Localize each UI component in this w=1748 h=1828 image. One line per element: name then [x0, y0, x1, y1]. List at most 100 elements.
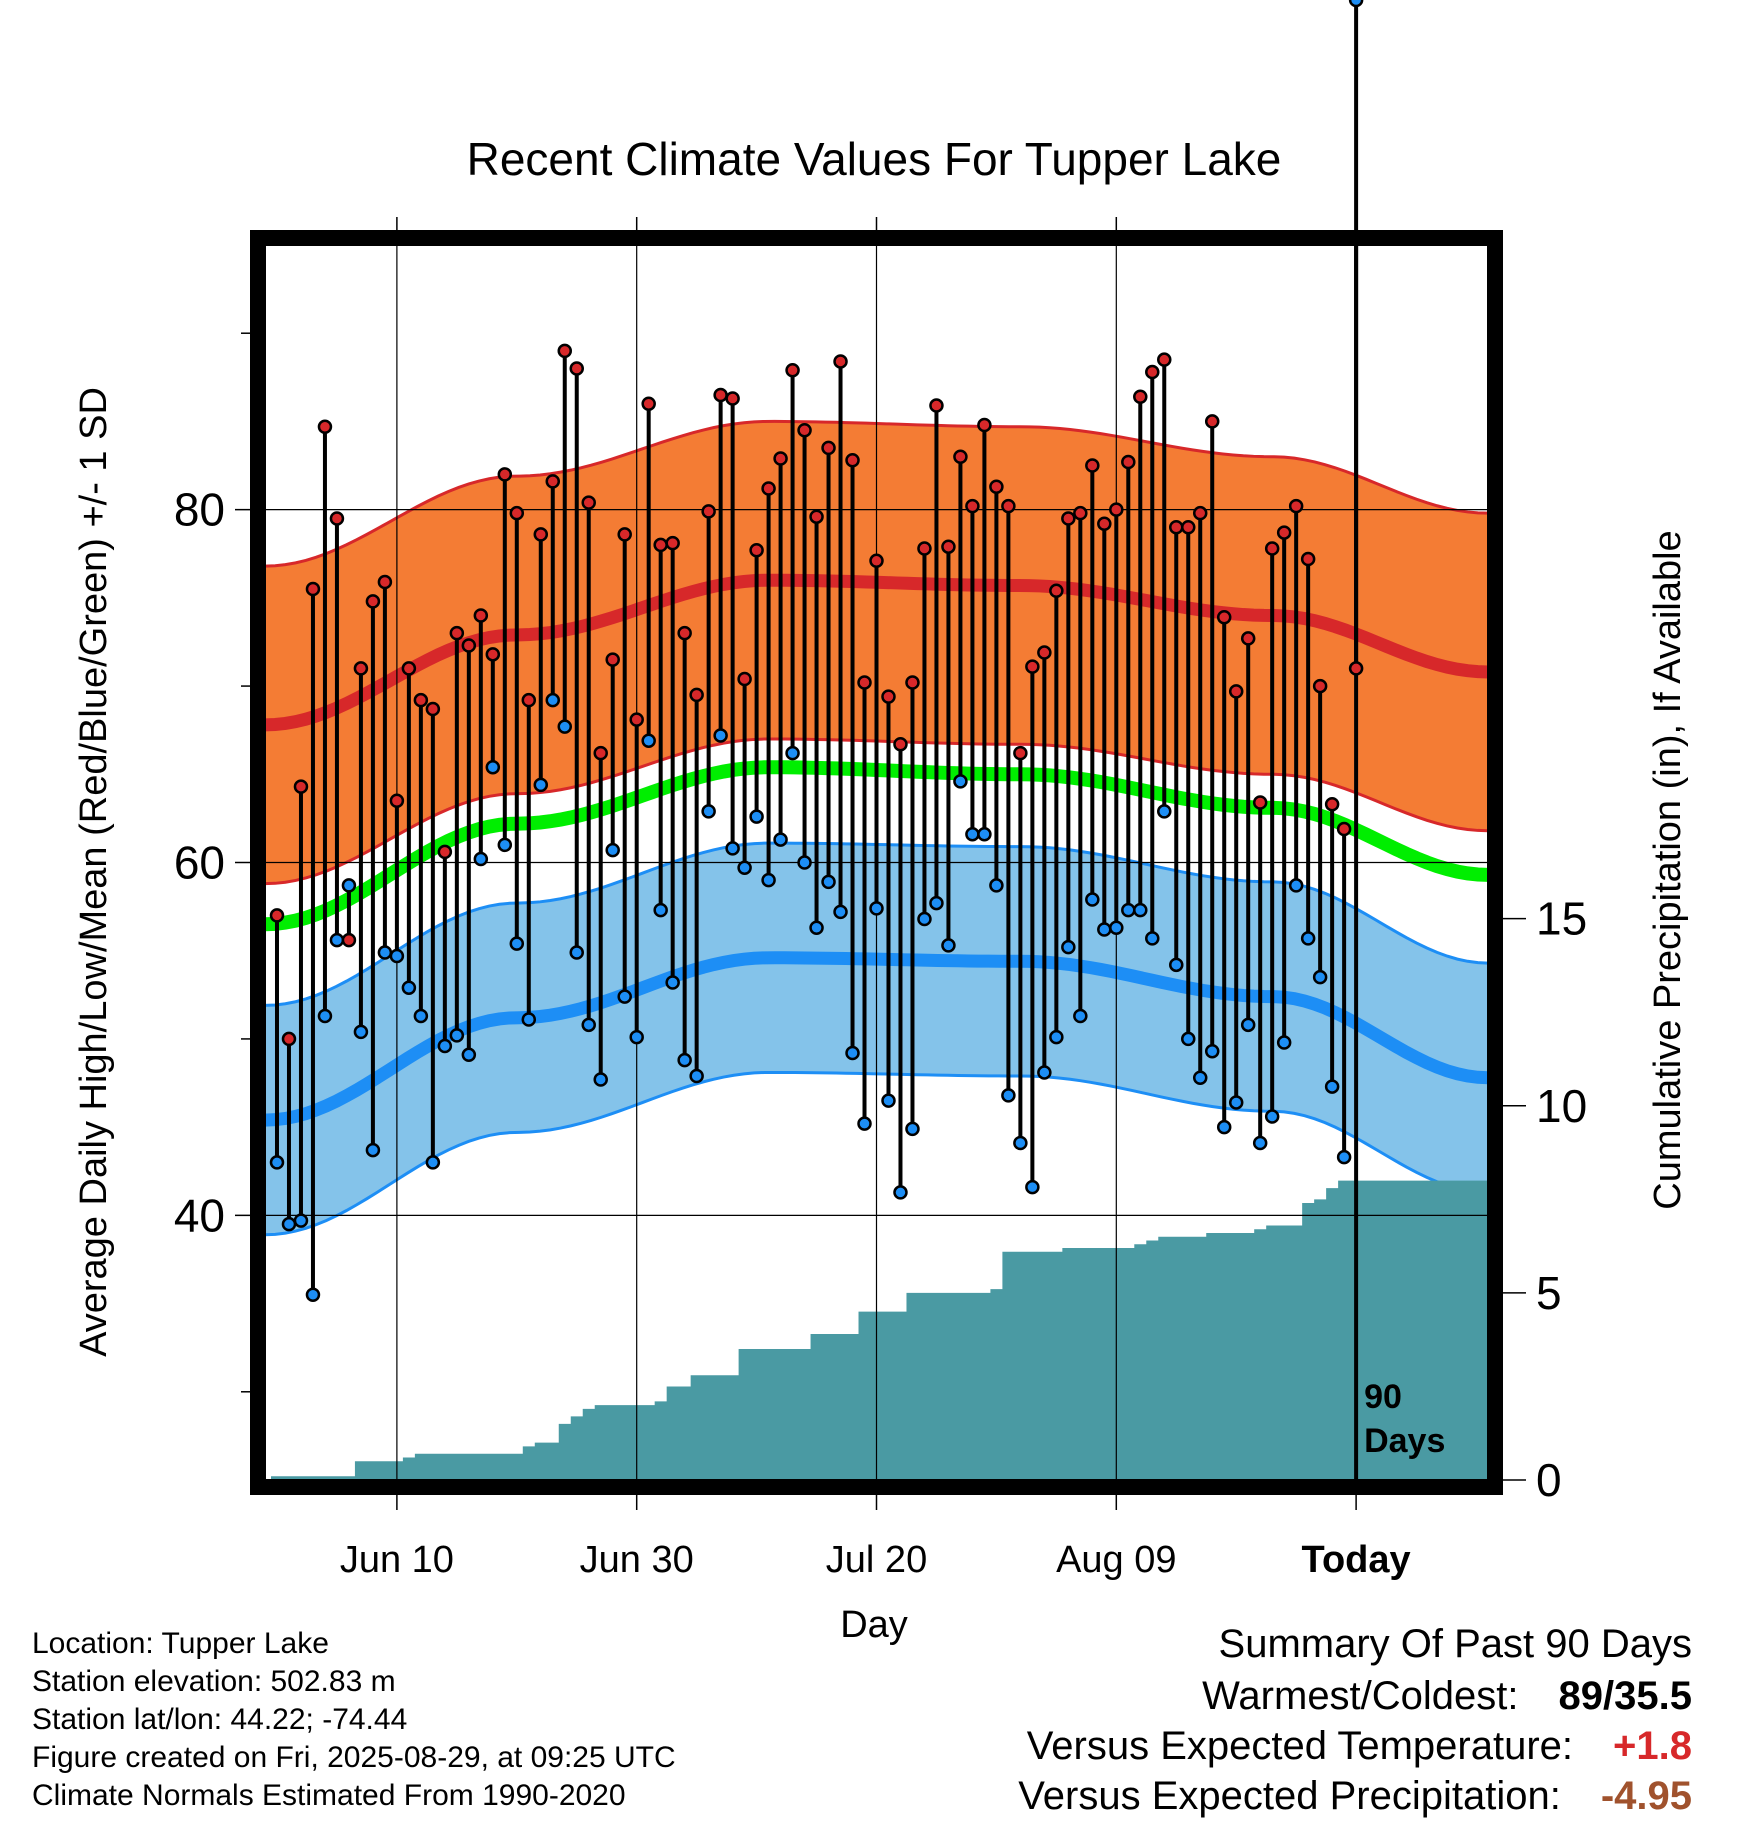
daily-high-point: [905, 675, 920, 690]
daily-low-point: [437, 1038, 453, 1054]
daily-low-point: [1240, 1017, 1256, 1033]
daily-low-point: [1109, 920, 1124, 936]
daily-low-point: [1228, 1095, 1244, 1110]
x-tick-label: Jul 20: [826, 1539, 927, 1581]
daily-high-point: [845, 452, 860, 468]
daily-high-point: [809, 509, 824, 524]
daily-high-point: [1001, 498, 1016, 514]
daily-high-point: [737, 671, 752, 687]
x-tick-label: Aug 09: [1056, 1539, 1176, 1581]
daily-high-point: [701, 504, 716, 519]
daily-high-point: [341, 932, 357, 948]
daily-high-point: [965, 498, 980, 514]
daily-high-point: [389, 793, 405, 808]
daily-low-point: [725, 841, 740, 856]
daily-high-point: [617, 527, 632, 542]
daily-high-point: [437, 844, 453, 860]
daily-high-point: [1109, 502, 1124, 517]
daily-low-point: [1097, 922, 1112, 937]
daily-high-point: [1169, 520, 1184, 535]
daily-high-point: [305, 581, 321, 597]
daily-low-point: [845, 1045, 860, 1061]
y-axis-right-label: Cumulative Precipitation (in), If Availa…: [1647, 530, 1689, 1209]
y-axis-left-label: Average Daily High/Low/Mean (Red/Blue/Gr…: [73, 387, 115, 1357]
daily-high-point: [581, 495, 596, 510]
daily-low-point: [557, 719, 573, 734]
x-tick-label: Jun 10: [340, 1539, 454, 1581]
daily-high-point: [509, 505, 525, 521]
precip-value: -4.95: [1600, 1774, 1692, 1818]
daily-high-point: [917, 541, 932, 556]
info-normals: Climate Normals Estimated From 1990-2020: [32, 1779, 626, 1812]
today-label-unit: Days: [1364, 1422, 1445, 1460]
daily-low-point: [521, 1012, 537, 1027]
daily-high-point: [401, 661, 417, 676]
precip-label: Versus Expected Precipitation:: [1018, 1774, 1561, 1818]
daily-high-point: [1073, 505, 1088, 521]
daily-high-point: [569, 361, 584, 376]
y-right-tick-label: 10: [1536, 1080, 1587, 1132]
daily-low-point: [1073, 1008, 1088, 1024]
daily-low-point: [1001, 1088, 1016, 1103]
daily-high-point: [725, 391, 740, 406]
daily-high-point: [881, 689, 896, 704]
daily-low-point: [905, 1121, 920, 1137]
daily-low-point: [989, 878, 1004, 893]
daily-low-point: [1157, 804, 1172, 819]
daily-high-point: [629, 712, 644, 727]
temp-value: +1.8: [1613, 1724, 1692, 1768]
daily-low-point: [773, 832, 788, 847]
daily-high-point: [677, 625, 692, 641]
daily-low-point: [473, 851, 489, 867]
daily-high-point: [485, 647, 501, 662]
daily-low-point: [1037, 1065, 1052, 1080]
daily-low-point: [461, 1047, 477, 1063]
daily-high-point: [1252, 795, 1268, 810]
daily-low-point: [701, 804, 716, 819]
daily-high-point: [773, 451, 788, 466]
daily-high-point: [545, 474, 561, 489]
y-left-tick-label: 60: [174, 837, 225, 889]
daily-low-point: [329, 932, 345, 948]
daily-low-point: [1324, 1079, 1340, 1094]
daily-high-point: [533, 527, 549, 542]
daily-high-point: [1037, 645, 1052, 660]
y-right-tick-label: 15: [1536, 893, 1587, 945]
daily-high-point: [1336, 821, 1352, 837]
daily-low-point: [581, 1017, 596, 1033]
chart-title: Recent Climate Values For Tupper Lake: [467, 133, 1282, 185]
daily-high-point: [1348, 661, 1364, 676]
daily-high-point: [293, 779, 309, 794]
daily-high-point: [353, 661, 369, 676]
daily-high-point: [1276, 525, 1292, 540]
daily-high-point: [857, 675, 872, 690]
daily-low-point: [353, 1024, 369, 1040]
info-latlon: Station lat/lon: 44.22; -74.44: [32, 1703, 408, 1736]
daily-low-point: [1264, 1109, 1280, 1124]
daily-low-point: [1061, 939, 1076, 955]
daily-low-point: [497, 837, 513, 853]
daily-low-point: [641, 733, 656, 749]
daily-low-point: [1145, 931, 1160, 946]
daily-high-point: [461, 638, 477, 653]
daily-low-point: [1204, 1044, 1220, 1059]
warm-cold-value: 89/35.5: [1558, 1674, 1692, 1718]
daily-high-point: [761, 481, 776, 496]
daily-low-point: [593, 1072, 608, 1087]
daily-high-point: [1085, 458, 1100, 473]
daily-low-point: [629, 1029, 644, 1045]
daily-low-point: [1085, 892, 1100, 907]
daily-low-point: [737, 860, 752, 876]
daily-low-point: [545, 692, 561, 708]
daily-low-point: [509, 936, 525, 951]
today-label-number: 90: [1364, 1378, 1402, 1416]
daily-low-point: [677, 1052, 692, 1068]
daily-high-point: [941, 539, 956, 554]
daily-low-point: [269, 1155, 285, 1170]
daily-low-point: [485, 759, 501, 775]
daily-low-point: [1133, 902, 1148, 918]
daily-high-point: [1300, 551, 1316, 567]
daily-low-point: [1121, 902, 1136, 918]
daily-low-point: [953, 774, 968, 789]
daily-high-point: [1133, 389, 1148, 404]
